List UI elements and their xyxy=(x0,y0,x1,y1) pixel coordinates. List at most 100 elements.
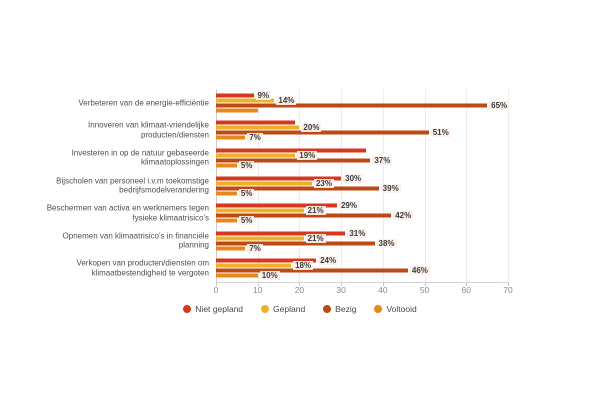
bar-groups: Verbeteren van de energie-efficiëntie 9% 1… xyxy=(47,89,510,282)
value-label: 5% xyxy=(238,216,255,226)
value-label: 10% xyxy=(259,271,280,281)
legend-dot-icon xyxy=(323,305,332,313)
bar-row: 5% xyxy=(216,216,508,226)
x-axis-tick-label: 70 xyxy=(503,285,513,295)
value-label: 21% xyxy=(305,206,326,216)
bar-voltooid xyxy=(216,135,246,140)
bar-row: 9% xyxy=(216,90,508,100)
bar-row: 65% xyxy=(216,100,510,110)
value-label: 7% xyxy=(247,243,263,253)
x-axis-tick-label: 10 xyxy=(252,285,263,295)
bar-stack: 30% 23% 39% 5% xyxy=(216,173,508,198)
legend-item-gepland: Gepland xyxy=(261,304,305,314)
category-label: Beschermen van activa en werknemers tege… xyxy=(46,203,209,223)
bar-row: 21% xyxy=(216,233,508,243)
bar-gepland xyxy=(216,181,312,186)
bar-niet-gepland xyxy=(216,120,296,125)
chart-group: Innoveren van klimaat-vriendelijke produ… xyxy=(88,117,508,145)
bar-row xyxy=(216,148,508,153)
gridline xyxy=(341,89,343,282)
chart-group: Beschermen van activa en werknemers tege… xyxy=(47,199,508,227)
bar-row: 29% xyxy=(216,201,508,211)
x-axis-tick-label: 60 xyxy=(461,285,472,295)
bar-row: 7% xyxy=(216,133,508,143)
bar-stack: 31% 21% 38% 7% xyxy=(216,228,508,253)
category-label: Investeren in op de natuur gebaseerde kl… xyxy=(71,148,209,167)
axis-tick-mark xyxy=(382,282,384,286)
value-label: 14% xyxy=(276,95,297,105)
zero-axis-line xyxy=(216,89,217,282)
bar-row: 21% xyxy=(216,206,508,216)
bar-stack: 29% 21% 42% 5% xyxy=(216,201,508,226)
bar-row xyxy=(216,108,508,113)
category-label: Verbeteren van de energie-efficiëntie xyxy=(78,98,209,108)
axis-tick-mark xyxy=(341,282,343,286)
x-axis-tick-label: 40 xyxy=(378,285,388,295)
x-axis: 0 10 20 30 40 50 60 70 xyxy=(213,285,513,297)
value-label: 5% xyxy=(238,188,255,198)
gridline xyxy=(257,89,259,282)
legend: Niet gepland Gepland Bezig Voltooid xyxy=(0,304,600,314)
bar-row: 5% xyxy=(216,160,508,170)
bar-voltooid xyxy=(216,191,237,196)
x-axis-tick-label: 30 xyxy=(336,285,346,295)
bar-stack: 20% 51% 7% xyxy=(216,120,508,143)
bar-bezig xyxy=(216,186,379,191)
bar-voltooid xyxy=(216,246,246,251)
chart-group: Bijscholen van personeel i.v.m toekomsti… xyxy=(56,172,508,200)
bar-row: 30% xyxy=(216,173,508,183)
legend-label: Voltooid xyxy=(386,304,417,314)
x-axis-tick-label: 0 xyxy=(213,285,219,295)
chart-group: Opnemen van klimaatrisico's in financiël… xyxy=(63,227,508,255)
gridline xyxy=(466,89,468,282)
value-label: 51% xyxy=(430,128,451,138)
bar-voltooid xyxy=(216,108,258,113)
gridline xyxy=(508,89,509,282)
value-label: 5% xyxy=(238,160,255,170)
axis-tick-mark xyxy=(466,282,468,286)
category-label: Innoveren van klimaat-vriendelijke produ… xyxy=(88,120,209,140)
value-label: 38% xyxy=(376,238,397,248)
bar-bezig xyxy=(216,268,408,273)
bar-niet-gepland xyxy=(216,258,317,263)
legend-label: Niet gepland xyxy=(195,304,244,314)
bar-row: 7% xyxy=(216,243,508,253)
bar-stack: 9% 14% 65% xyxy=(216,90,510,113)
axis-tick-mark xyxy=(257,282,259,286)
x-axis-line xyxy=(216,282,508,283)
bar-niet-gepland xyxy=(216,203,337,208)
value-label: 18% xyxy=(293,261,314,271)
bar-row: 14% xyxy=(216,95,508,105)
plot-area: Verbeteren van de energie-efficiëntie 9% 1… xyxy=(47,89,510,286)
x-axis-tick-label: 50 xyxy=(419,285,430,295)
chart-group: Verkopen van producten/diensten om klima… xyxy=(76,254,508,282)
bar-stack: 24% 18% 46% 10% xyxy=(216,256,508,281)
value-label: 23% xyxy=(313,178,334,188)
bar-gepland xyxy=(216,125,300,130)
bar-row: 23% xyxy=(216,178,508,188)
bar-row: 38% xyxy=(216,238,508,248)
value-label: 37% xyxy=(372,155,393,165)
bar-gepland xyxy=(216,98,275,103)
bar-row: 39% xyxy=(216,183,508,193)
legend-dot-icon xyxy=(374,305,383,313)
value-label: 9% xyxy=(255,90,272,100)
bar-voltooid xyxy=(216,163,237,168)
x-axis-tick-label: 20 xyxy=(294,285,305,295)
bar-row: 5% xyxy=(216,188,508,198)
legend-item-voltooid: Voltooid xyxy=(374,304,417,314)
value-label: 30% xyxy=(343,173,364,183)
bar-stack: 19% 37% 5% xyxy=(216,148,508,170)
bar-gepland xyxy=(216,263,292,268)
legend-dot-icon xyxy=(183,305,192,313)
chart-group: Investeren in op de natuur gebaseerde kl… xyxy=(72,144,508,172)
value-label: 46% xyxy=(409,266,430,276)
bar-niet-gepland xyxy=(216,93,254,98)
bar-bezig xyxy=(216,213,392,218)
bar-gepland xyxy=(216,208,304,213)
value-label: 21% xyxy=(305,233,326,243)
axis-tick-mark xyxy=(424,282,426,286)
bar-row: 31% xyxy=(216,228,508,238)
bar-niet-gepland xyxy=(216,148,367,153)
